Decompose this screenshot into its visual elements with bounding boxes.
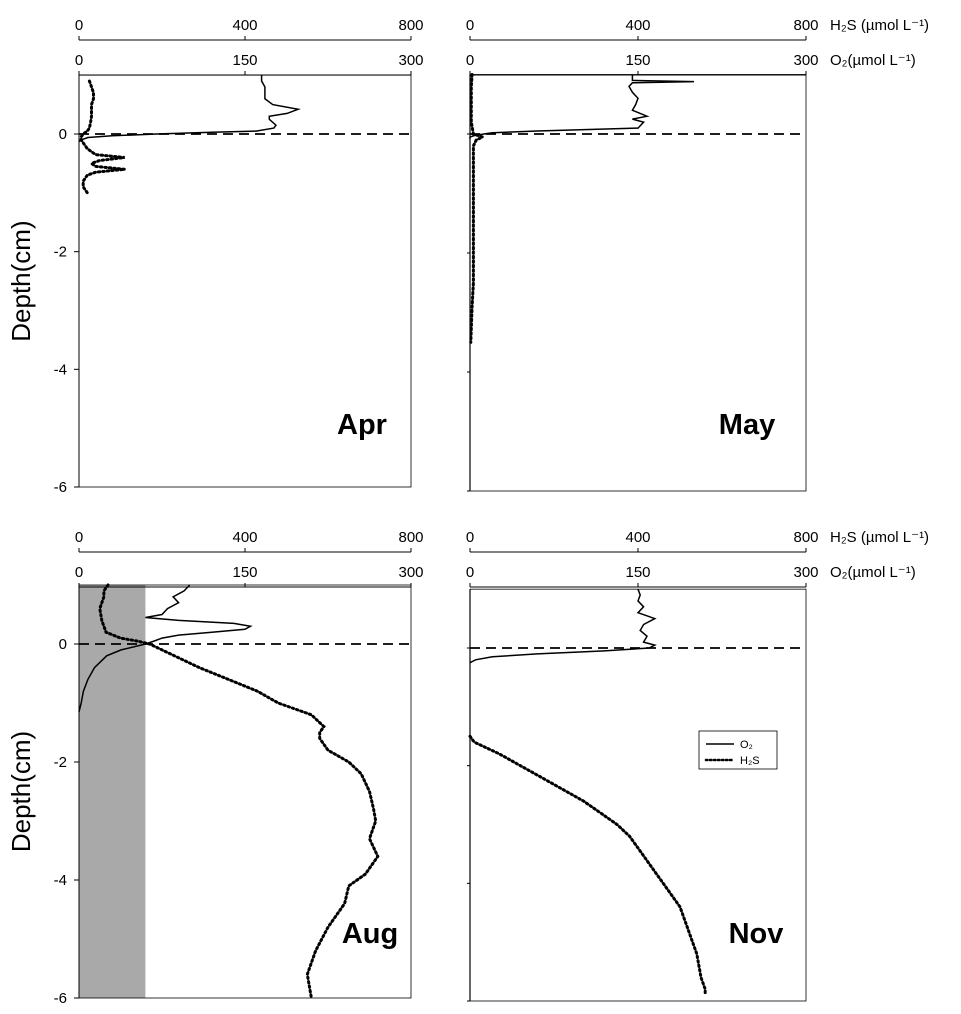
o2-tick-label: 150 bbox=[625, 564, 650, 581]
y-tick-label: -6 bbox=[54, 479, 67, 496]
panel-aug: 0 400 800 0 150 300 0 -2 -4 -6 Depth(cm) Aug bbox=[6, 529, 424, 1007]
o2-tick-label: 0 bbox=[75, 564, 83, 581]
h2s-tick-label: 0 bbox=[466, 17, 474, 34]
h2s-tick-label: 800 bbox=[398, 529, 423, 546]
h2s-tick-label: 0 bbox=[75, 529, 83, 546]
h2s-axis-title: H₂S (µmol L⁻¹) bbox=[830, 17, 929, 34]
o2-tick-label: 0 bbox=[466, 564, 474, 581]
legend-label-h2s: H₂S bbox=[740, 755, 760, 767]
h2s-tick-label: 0 bbox=[466, 529, 474, 546]
h2s-tick-label: 800 bbox=[793, 529, 818, 546]
o2-tick-label: 0 bbox=[466, 52, 474, 69]
panel-nov: 0 400 800 H₂S (µmol L⁻¹) 0 150 300 O₂(µmol L⁻¹)… bbox=[466, 529, 929, 1002]
o2-tick-label: 150 bbox=[232, 564, 257, 581]
h2s-profile-line bbox=[79, 79, 125, 195]
y-tick-label: -4 bbox=[54, 361, 67, 378]
y-axis-title: Depth(cm) bbox=[6, 220, 36, 341]
month-label-aug: Aug bbox=[342, 918, 398, 950]
h2s-tick-label: 400 bbox=[625, 17, 650, 34]
y-tick-label: -4 bbox=[54, 872, 67, 889]
month-label-may: May bbox=[719, 409, 775, 441]
o2-profile-line bbox=[469, 588, 657, 664]
h2s-axis-title: H₂S (µmol L⁻¹) bbox=[830, 529, 929, 546]
h2s-tick-label: 400 bbox=[625, 529, 650, 546]
h2s-tick-label: 400 bbox=[232, 529, 257, 546]
h2s-tick-label: 400 bbox=[232, 17, 257, 34]
o2-profile-line bbox=[469, 74, 695, 139]
legend-label-o2: O₂ bbox=[740, 739, 753, 751]
o2-tick-label: 300 bbox=[398, 564, 423, 581]
y-tick-label: -2 bbox=[54, 754, 67, 771]
o2-tick-label: 150 bbox=[232, 52, 257, 69]
o2-axis-title: O₂(µmol L⁻¹) bbox=[830, 564, 916, 581]
legend: O₂ H₂S bbox=[698, 730, 778, 770]
o2-profile-line bbox=[78, 584, 253, 713]
o2-axis-title: O₂(µmol L⁻¹) bbox=[830, 52, 916, 69]
month-label-apr: Apr bbox=[337, 409, 387, 441]
h2s-tick-label: 800 bbox=[398, 17, 423, 34]
o2-tick-label: 150 bbox=[625, 52, 650, 69]
o2-tick-label: 300 bbox=[398, 52, 423, 69]
o2-profile-line bbox=[78, 75, 301, 143]
h2s-tick-label: 800 bbox=[793, 17, 818, 34]
o2-tick-label: 300 bbox=[793, 564, 818, 581]
legend-box bbox=[698, 730, 778, 770]
y-axis-title: Depth(cm) bbox=[6, 731, 36, 852]
panel-may: 0 400 800 H₂S (µmol L⁻¹) 0 150 300 O₂(µmol L⁻¹)… bbox=[466, 17, 929, 492]
h2s-profile-line bbox=[98, 583, 380, 1000]
o2-tick-label: 0 bbox=[75, 52, 83, 69]
panel-apr: 0 400 800 0 150 300 0 -2 -4 -6 Depth(cm) Apr bbox=[6, 17, 424, 496]
h2s-profile-line bbox=[468, 734, 707, 997]
y-tick-label: -2 bbox=[54, 244, 67, 261]
month-label-nov: Nov bbox=[729, 918, 784, 950]
o2-tick-label: 300 bbox=[793, 52, 818, 69]
y-tick-label: -6 bbox=[54, 990, 67, 1007]
y-tick-label: 0 bbox=[59, 126, 67, 143]
h2s-profile-line bbox=[469, 73, 487, 344]
h2s-tick-label: 0 bbox=[75, 17, 83, 34]
y-tick-label: 0 bbox=[59, 636, 67, 653]
